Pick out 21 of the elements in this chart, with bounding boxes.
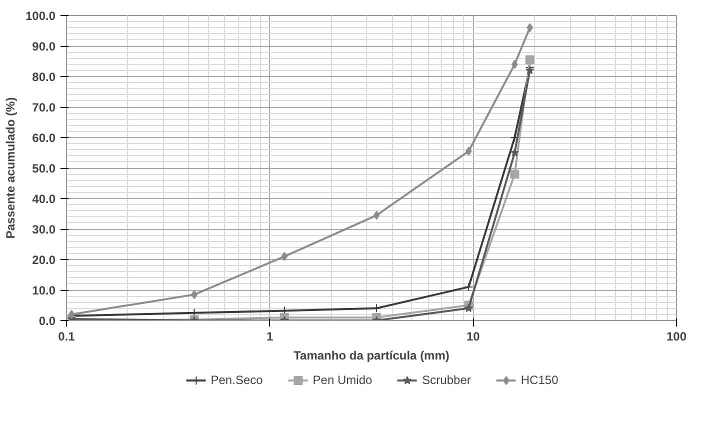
x-axis-title: Tamanho da partícula (mm): [294, 348, 450, 362]
legend-label: Scrubber: [422, 373, 471, 387]
x-tick-label: 0.1: [58, 330, 76, 344]
y-tick-label: 100.0: [25, 9, 56, 23]
y-tick-label: 20.0: [32, 253, 56, 267]
y-axis-title: Passente acumulado (%): [3, 97, 18, 239]
y-tick-label: 70.0: [32, 100, 56, 114]
y-tick-label: 40.0: [32, 192, 56, 206]
y-tick-label: 0.0: [38, 314, 56, 328]
legend-label: Pen Umido: [312, 373, 372, 387]
x-tick-label: 1: [266, 330, 274, 344]
y-tick-label: 90.0: [32, 40, 56, 54]
y-tick-label: 10.0: [32, 284, 56, 298]
legend-label: HC150: [520, 373, 558, 387]
y-tick-label: 30.0: [32, 222, 56, 236]
y-tick-label: 80.0: [32, 70, 56, 84]
y-tick-label: 60.0: [32, 131, 56, 145]
x-tick-label: 10: [466, 330, 480, 344]
y-tick-label: 50.0: [32, 162, 56, 176]
x-tick-label: 100: [666, 330, 687, 344]
legend-label: Pen.Seco: [210, 373, 263, 387]
